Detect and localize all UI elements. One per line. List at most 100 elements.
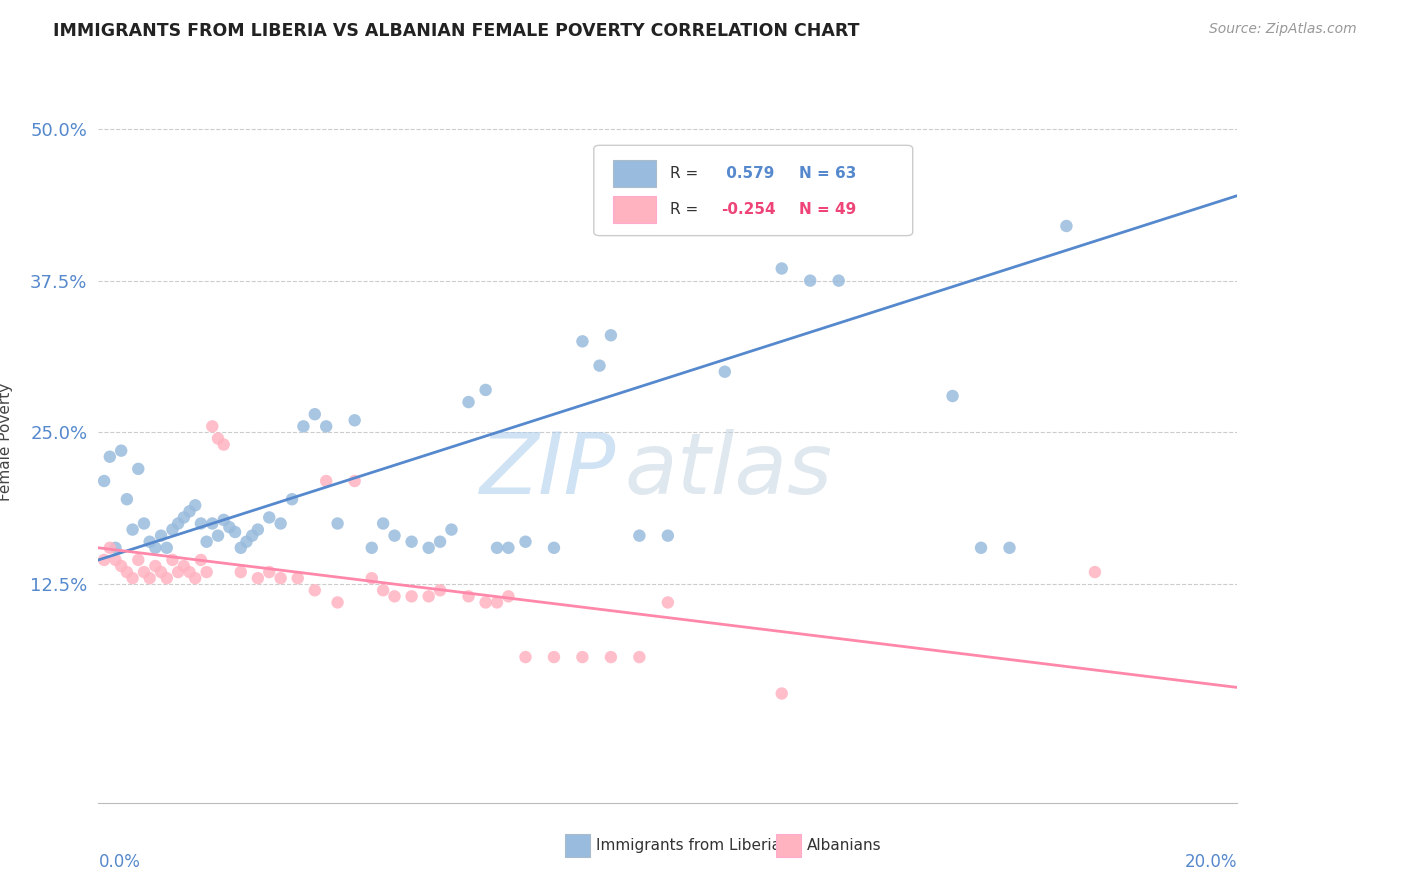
Text: 0.579: 0.579 xyxy=(721,166,775,181)
Point xyxy=(110,443,132,458)
Point xyxy=(212,437,235,451)
Text: Source: ZipAtlas.com: Source: ZipAtlas.com xyxy=(1209,22,1357,37)
Point xyxy=(486,541,509,555)
Point xyxy=(259,510,281,524)
Point xyxy=(224,524,246,539)
Point xyxy=(657,529,679,543)
Point xyxy=(498,541,520,555)
FancyBboxPatch shape xyxy=(613,160,657,187)
Point xyxy=(246,571,269,585)
Point xyxy=(132,516,155,531)
Point xyxy=(218,520,240,534)
Point xyxy=(184,498,207,512)
Point xyxy=(240,529,263,543)
Point xyxy=(343,413,366,427)
Point xyxy=(145,541,167,555)
Point xyxy=(418,590,440,604)
Point xyxy=(457,590,479,604)
Point xyxy=(304,407,326,421)
Point xyxy=(173,559,195,574)
Point xyxy=(132,565,155,579)
Point xyxy=(628,650,651,665)
Point xyxy=(770,261,793,276)
Point xyxy=(1056,219,1078,233)
FancyBboxPatch shape xyxy=(776,834,801,857)
Point xyxy=(173,510,195,524)
Point xyxy=(515,650,537,665)
Point xyxy=(714,365,737,379)
Point xyxy=(828,274,851,288)
Point xyxy=(98,450,121,464)
Point xyxy=(401,534,423,549)
FancyBboxPatch shape xyxy=(593,145,912,235)
Point xyxy=(474,595,496,609)
Point xyxy=(326,516,349,531)
Point xyxy=(287,571,309,585)
Point xyxy=(138,534,160,549)
Point xyxy=(229,565,252,579)
Point xyxy=(588,359,610,373)
Point xyxy=(360,571,382,585)
Point xyxy=(156,541,179,555)
Point xyxy=(373,516,395,531)
Point xyxy=(292,419,315,434)
Point xyxy=(884,219,907,233)
Point xyxy=(104,553,127,567)
Text: R =: R = xyxy=(671,202,699,217)
Point xyxy=(98,541,121,555)
Point xyxy=(195,565,218,579)
Text: atlas: atlas xyxy=(624,429,832,512)
Point xyxy=(401,590,423,604)
Point xyxy=(326,595,349,609)
Point xyxy=(543,541,565,555)
Text: 0.0%: 0.0% xyxy=(98,854,141,871)
Point xyxy=(799,274,821,288)
Point xyxy=(93,474,115,488)
Point xyxy=(315,419,337,434)
Point xyxy=(628,529,651,543)
Point xyxy=(184,571,207,585)
Point xyxy=(770,686,793,700)
Point xyxy=(543,650,565,665)
Point xyxy=(104,541,127,555)
FancyBboxPatch shape xyxy=(613,196,657,223)
Point xyxy=(179,565,201,579)
Text: ZIP: ZIP xyxy=(481,429,617,512)
Point xyxy=(207,529,229,543)
Point xyxy=(235,534,257,549)
Point xyxy=(998,541,1021,555)
Point xyxy=(195,534,218,549)
Point xyxy=(600,650,623,665)
Text: -0.254: -0.254 xyxy=(721,202,776,217)
Point xyxy=(970,541,993,555)
Point xyxy=(156,571,179,585)
Point xyxy=(474,383,496,397)
Text: Albanians: Albanians xyxy=(807,838,882,853)
Point xyxy=(440,523,463,537)
Text: N = 49: N = 49 xyxy=(799,202,856,217)
Point xyxy=(600,328,623,343)
Point xyxy=(127,462,149,476)
Point xyxy=(121,523,143,537)
Point xyxy=(229,541,252,555)
Point xyxy=(93,553,115,567)
Point xyxy=(343,474,366,488)
Y-axis label: Female Poverty: Female Poverty xyxy=(0,383,13,500)
Point xyxy=(315,474,337,488)
Point xyxy=(207,432,229,446)
Point xyxy=(498,590,520,604)
Point xyxy=(150,529,173,543)
Point xyxy=(201,419,224,434)
Point xyxy=(138,571,160,585)
Point xyxy=(110,559,132,574)
Point xyxy=(201,516,224,531)
Point xyxy=(418,541,440,555)
Point xyxy=(259,565,281,579)
Point xyxy=(457,395,479,409)
Point xyxy=(167,516,190,531)
Point xyxy=(190,516,212,531)
Point xyxy=(373,583,395,598)
Point xyxy=(486,595,509,609)
Point xyxy=(281,492,304,507)
Point xyxy=(115,565,138,579)
